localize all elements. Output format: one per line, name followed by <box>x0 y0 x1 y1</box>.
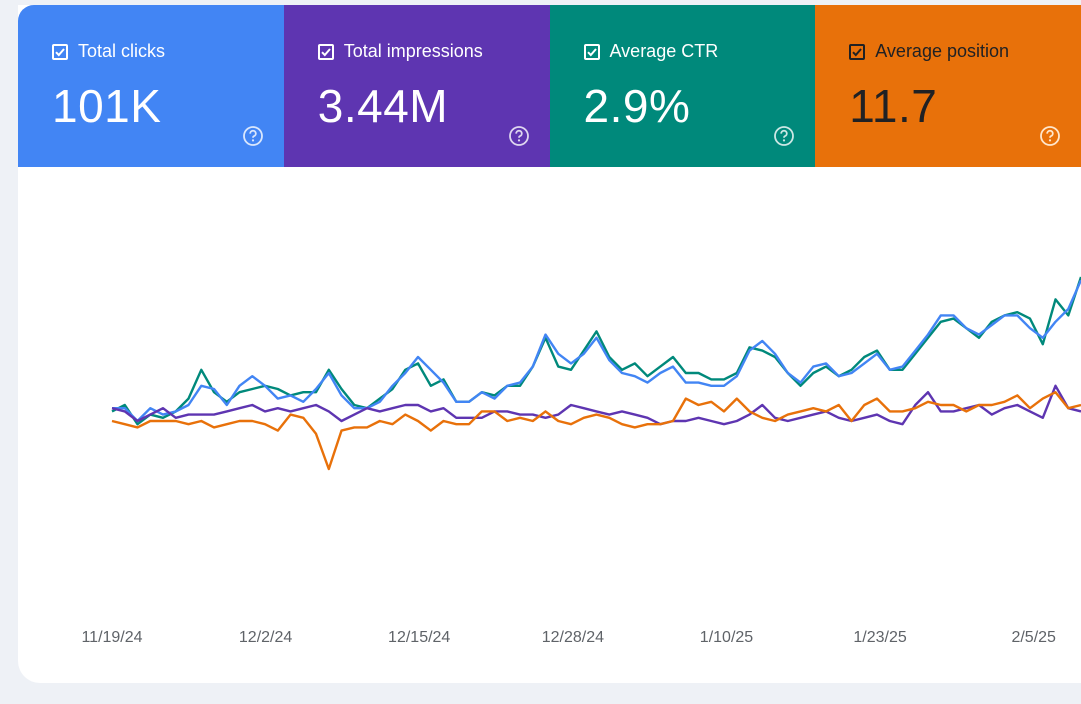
metric-tile-total-clicks[interactable]: Total clicks 101K <box>18 5 284 167</box>
metric-label: Total impressions <box>343 41 483 61</box>
checkbox-icon[interactable] <box>849 43 866 60</box>
x-tick-label: 12/28/24 <box>542 629 604 646</box>
metric-label: Average CTR <box>609 41 719 61</box>
checkbox-icon[interactable] <box>317 43 334 60</box>
x-tick-label: 1/23/25 <box>853 629 906 646</box>
checkbox-icon[interactable] <box>583 43 600 60</box>
metric-tile-total-impressions[interactable]: Total impressions 3.44M <box>283 5 550 167</box>
x-tick-label: 2/5/25 <box>1011 629 1056 646</box>
series-line-3 <box>111 384 1081 426</box>
series-line-1 <box>111 276 1081 426</box>
x-tick-label: 12/15/24 <box>388 629 450 646</box>
metric-header: Total clicks <box>52 41 165 62</box>
metric-tiles: Total clicks 101K Total impressions 3.44… <box>18 5 1081 167</box>
metric-tile-average-ctr[interactable]: Average CTR 2.9% <box>549 5 816 167</box>
metric-header: Average CTR <box>583 41 719 62</box>
performance-line-chart: 11/19/24 12/2/24 12/15/24 12/28/24 1/10/25 1/… <box>81 276 1081 646</box>
series-line-2 <box>112 279 1081 423</box>
help-icon[interactable] <box>242 125 264 147</box>
metric-header: Average position <box>849 41 1009 62</box>
help-icon[interactable] <box>1039 125 1061 147</box>
x-tick-label: 12/2/24 <box>239 629 292 646</box>
metric-value: 11.7 <box>849 80 938 132</box>
checkbox-icon[interactable] <box>52 43 68 60</box>
metric-label: Average position <box>875 41 1010 61</box>
metric-header: Total impressions <box>317 41 483 62</box>
x-tick-label: 1/10/25 <box>700 629 753 646</box>
metric-tile-average-position[interactable]: Average position 11.7 <box>815 5 1081 167</box>
performance-card: Total clicks 101K Total impressions 3.44… <box>18 5 1081 683</box>
help-icon[interactable] <box>508 125 530 147</box>
x-tick-label: 11/19/24 <box>81 629 142 646</box>
metric-label: Total clicks <box>78 41 166 61</box>
metric-value: 3.44M <box>317 80 449 132</box>
help-icon[interactable] <box>773 125 795 147</box>
metric-value: 101K <box>52 80 162 132</box>
series-line-4 <box>111 390 1081 471</box>
metric-value: 2.9% <box>583 80 691 132</box>
